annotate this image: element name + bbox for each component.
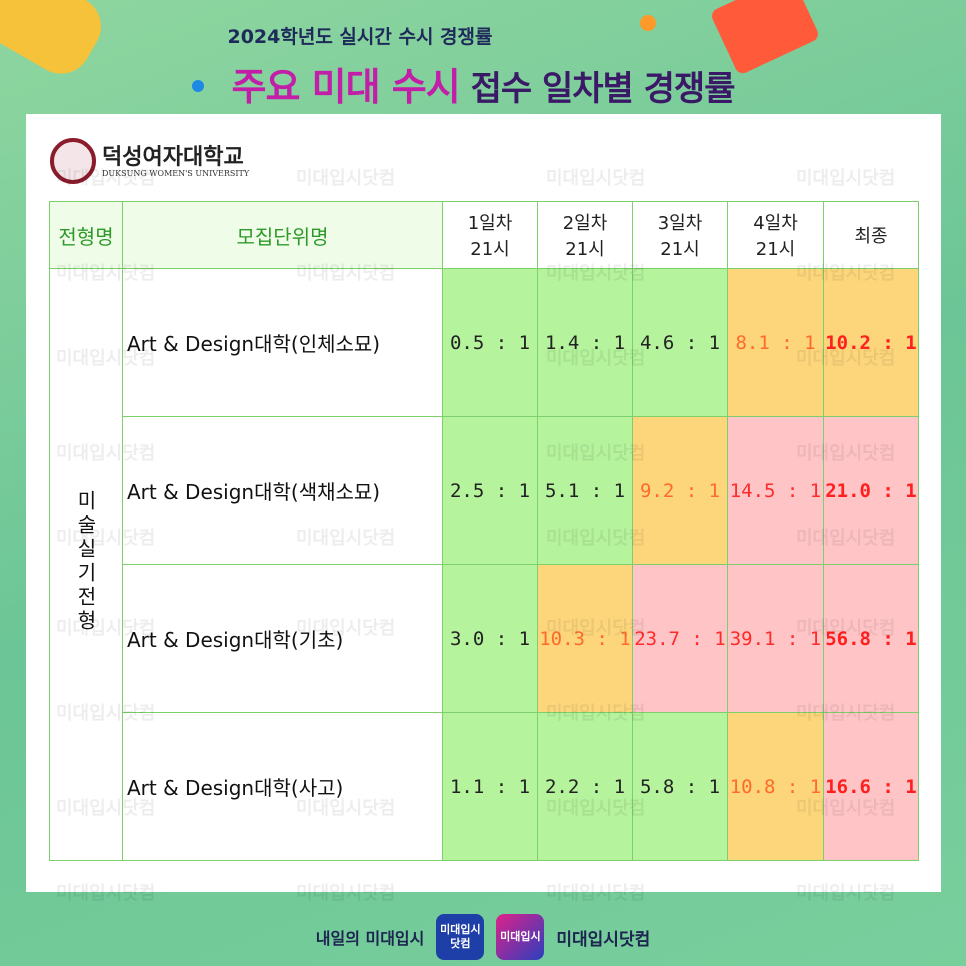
logo-line: 미대입시 [500, 930, 541, 943]
footer: 내일의 미대입시 미대입시 닷컴 미대입시 미대입시닷컴 [0, 914, 966, 960]
ratio-cell: 4.6 : 1 [632, 268, 728, 417]
column-header: 4일차 21시 [727, 201, 824, 269]
column-header: 모집단위명 [122, 201, 443, 269]
table-row: 미술실기전형 Art & Design대학(인체소묘) 0.5 : 1 1.4 : 1… [49, 268, 919, 861]
table-body: 미술실기전형 Art & Design대학(인체소묘) 0.5 : 1 1.4 : 1… [49, 268, 919, 861]
ratio-cell: 56.8 : 1 [823, 564, 919, 713]
ratio-cell: 5.8 : 1 [632, 712, 728, 861]
header-row: 전형명 모집단위명 1일차 21시 2일차 21시 3일차 21시 4일차 21시 최종 [49, 201, 919, 269]
ratio-cell: 10.3 : 1 [537, 564, 633, 713]
ratio-cell: 21.0 : 1 [823, 416, 919, 565]
logo-line: 미대입시 [440, 923, 481, 936]
header-line: 3일차 [657, 213, 703, 234]
decoration [192, 80, 204, 92]
title-rest: 접수 일차별 경쟁률 [470, 69, 736, 109]
ratio-cell: 9.2 : 1 [632, 416, 728, 565]
ratio-cell: 10.8 : 1 [727, 712, 824, 861]
seal [50, 138, 96, 184]
university-text: 덕성여자대학교 DUKSUNG WOMEN'S UNIVERSITY [102, 145, 249, 178]
watermark: 미대입시닷컴 [296, 168, 396, 189]
university-name: 덕성여자대학교 [102, 143, 244, 170]
title-highlight: 주요 미대 수시 [231, 65, 461, 109]
unit-cell: Art & Design대학(인체소묘) [122, 268, 443, 417]
watermark: 미대입시닷컴 [546, 168, 646, 189]
ratio-cell: 1.1 : 1 [442, 712, 538, 861]
header-line: 2일차 [562, 213, 608, 234]
logo-badge: 미대입시 [496, 914, 545, 960]
ratio-cell: 2.5 : 1 [442, 416, 538, 565]
watermark: 미대입시닷컴 [56, 883, 156, 904]
column-header: 3일차 21시 [632, 201, 728, 269]
column-header: 최종 [823, 201, 919, 269]
header-line: 4일차 [753, 213, 798, 234]
header-line: 최종 [854, 226, 888, 247]
table-row: Art & Design대학(기초) 3.0 : 1 10.3 : 1 23.7 : … [50, 564, 919, 713]
header-line: 21시 [660, 239, 700, 260]
table-row: Art & Design대학(색채소묘) 2.5 : 1 5.1 : 1 9.2 : … [50, 416, 919, 565]
ratio-cell: 14.5 : 1 [727, 416, 824, 565]
header-line: 모집단위명 [236, 224, 329, 249]
ratio-cell: 1.4 : 1 [537, 268, 633, 417]
table: 전형명 모집단위명 1일차 21시 2일차 21시 3일차 21시 4일차 21시 최종 미술실기전… [49, 201, 919, 861]
ratio-cell: 5.1 : 1 [537, 416, 633, 565]
header-line: 21시 [470, 239, 510, 260]
panel: 덕성여자대학교 DUKSUNG WOMEN'S UNIVERSITY 전형명 모집… [26, 114, 941, 904]
header-line: 21시 [755, 239, 796, 260]
watermark: 미대입시닷컴 [546, 883, 646, 904]
column-header: 1일차 21시 [442, 201, 538, 269]
ratio-cell: 8.1 : 1 [727, 268, 824, 417]
header-line: 전형명 [58, 224, 114, 249]
group-cell: 미술실기전형 [49, 268, 123, 861]
column-header: 2일차 21시 [537, 201, 633, 269]
ratio-cell: 39.1 : 1 [727, 564, 824, 713]
logo-badge: 미대입시 닷컴 [436, 914, 485, 960]
university-english: DUKSUNG WOMEN'S UNIVERSITY [102, 168, 250, 178]
watermark: 미대입시닷컴 [796, 883, 896, 904]
header-line: 1일차 [467, 213, 513, 234]
group-label: 미술실기전형 [73, 490, 98, 634]
ratio-cell: 2.2 : 1 [537, 712, 633, 861]
ratio-cell: 0.5 : 1 [442, 268, 538, 417]
brand: 미대입시닷컴 [556, 929, 651, 950]
subtitle: 2024학년도 실시간 수시 경쟁률 [227, 26, 493, 48]
unit-cell: Art & Design대학(색채소묘) [122, 416, 443, 565]
column-header: 전형명 [49, 201, 123, 269]
slogan: 내일의 미대입시 [315, 929, 425, 948]
logo-line: 닷컴 [450, 937, 471, 950]
unit-cell: Art & Design대학(사고) [122, 712, 443, 861]
ratio-cell: 10.2 : 1 [823, 268, 919, 417]
watermark: 미대입시닷컴 [296, 883, 396, 904]
ratio-cell: 23.7 : 1 [632, 564, 728, 713]
ratio-cell: 3.0 : 1 [442, 564, 538, 713]
title: 주요 미대 수시 접수 일차별 경쟁률 [0, 56, 966, 111]
unit-cell: Art & Design대학(기초) [122, 564, 443, 713]
ratio-cell: 16.6 : 1 [823, 712, 919, 861]
university-logo: 덕성여자대학교 DUKSUNG WOMEN'S UNIVERSITY [50, 138, 249, 184]
header-line: 21시 [565, 239, 605, 260]
decoration [640, 15, 656, 31]
watermark: 미대입시닷컴 [796, 168, 896, 189]
